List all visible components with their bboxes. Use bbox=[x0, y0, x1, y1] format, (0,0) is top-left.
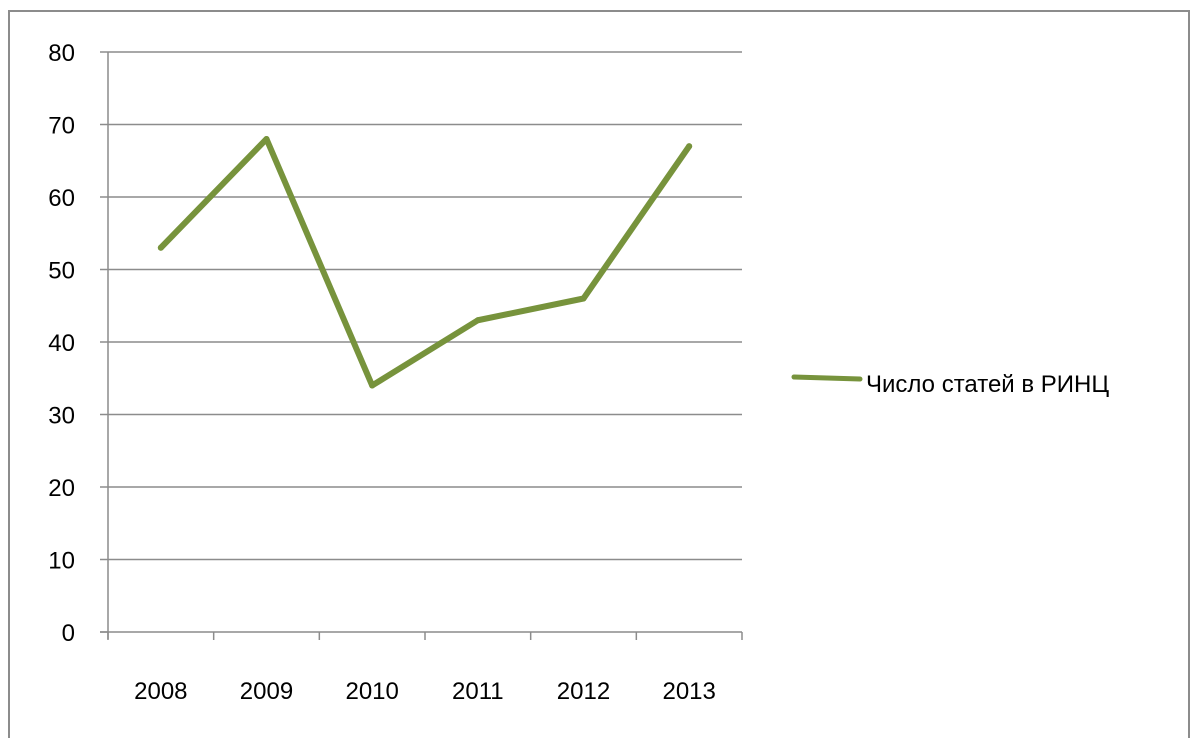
y-tick-label: 60 bbox=[48, 185, 75, 212]
x-tick-label: 2010 bbox=[345, 678, 398, 705]
x-tick-label: 2013 bbox=[662, 678, 715, 705]
gridlines bbox=[108, 51, 742, 561]
legend-label: Число статей в РИНЦ bbox=[866, 371, 1109, 398]
data-point bbox=[686, 143, 693, 150]
series bbox=[157, 136, 693, 389]
data-point bbox=[474, 317, 481, 324]
legend-swatch-line bbox=[791, 374, 863, 382]
y-tick-label: 20 bbox=[48, 475, 75, 502]
x-tick-label: 2012 bbox=[557, 678, 610, 705]
data-point bbox=[369, 382, 376, 389]
y-tick-labels: 0 10 20 30 40 50 60 70 80 bbox=[48, 40, 75, 647]
y-tick-label: 0 bbox=[62, 620, 75, 647]
y-tick-label: 30 bbox=[48, 403, 75, 430]
data-point bbox=[157, 244, 164, 251]
legend: Число статей в РИНЦ bbox=[791, 371, 1109, 398]
y-tick-label: 10 bbox=[48, 548, 75, 575]
y-tick-label: 50 bbox=[48, 258, 75, 285]
x-tick-label: 2008 bbox=[134, 678, 187, 705]
axes bbox=[100, 51, 743, 640]
x-tick-label: 2011 bbox=[452, 678, 504, 705]
data-point bbox=[580, 295, 587, 302]
y-tick-label: 80 bbox=[48, 40, 75, 67]
x-tick-labels: 2008 2009 2010 2011 2012 2013 bbox=[134, 678, 716, 705]
x-tick-label: 2009 bbox=[240, 678, 293, 705]
y-tick-label: 70 bbox=[48, 113, 75, 140]
y-tick-label: 40 bbox=[48, 330, 75, 357]
data-point bbox=[263, 136, 270, 142]
series-line bbox=[157, 136, 693, 389]
chart-frame bbox=[8, 10, 1190, 738]
